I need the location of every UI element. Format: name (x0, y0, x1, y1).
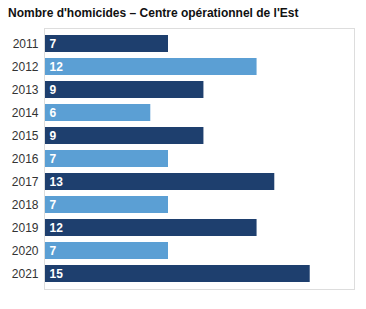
html-text:Nombre d'homicides – Centre op: Nombre d'homicides – Centre opérationnel… (8, 6, 299, 20)
svg-text:2020: 2020 (12, 244, 39, 258)
svg-text:2016: 2016 (12, 152, 39, 166)
svg-text:13: 13 (50, 175, 64, 189)
svg-text:7: 7 (50, 37, 57, 51)
svg-text:2019: 2019 (12, 221, 39, 235)
svg-text:6: 6 (50, 106, 57, 120)
svg-text:15: 15 (50, 267, 64, 281)
svg-text:2012: 2012 (12, 60, 39, 74)
svg-text:2017: 2017 (12, 175, 39, 189)
svg-text:12: 12 (50, 221, 64, 235)
svg-text:2014: 2014 (12, 106, 39, 120)
svg-text:12: 12 (50, 60, 64, 74)
svg-text:7: 7 (50, 152, 57, 166)
svg-text:7: 7 (50, 244, 57, 258)
svg-text:9: 9 (50, 83, 57, 97)
svg-text:2011: 2011 (13, 37, 39, 51)
svg-text:7: 7 (50, 198, 57, 212)
svg-text:2021: 2021 (12, 267, 39, 281)
svg-text:9: 9 (50, 129, 57, 143)
svg-text:2018: 2018 (12, 198, 39, 212)
svg-text:2013: 2013 (12, 83, 39, 97)
svg-text:2015: 2015 (12, 129, 39, 143)
